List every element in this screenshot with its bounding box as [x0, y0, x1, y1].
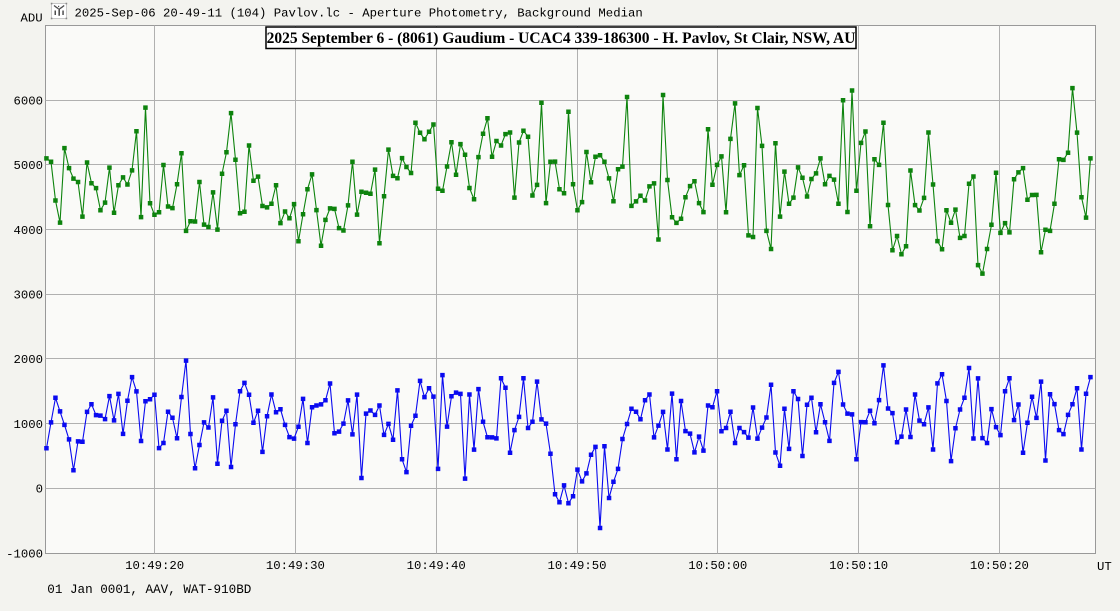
- svg-text:4000: 4000: [13, 224, 43, 238]
- svg-text:ADU: ADU: [21, 12, 43, 26]
- svg-text:-1000: -1000: [6, 547, 43, 561]
- svg-text:2025-Sep-06 20-49-11 (104) Pav: 2025-Sep-06 20-49-11 (104) Pavlov.lc - A…: [75, 7, 643, 21]
- svg-text:10:49:30: 10:49:30: [266, 559, 325, 573]
- svg-text:10:49:20: 10:49:20: [125, 559, 184, 573]
- svg-text:UT: UT: [1097, 560, 1112, 574]
- svg-text:2025 September 6 - (8061) Gaud: 2025 September 6 - (8061) Gaudium - UCAC…: [267, 30, 856, 47]
- svg-text:10:50:00: 10:50:00: [688, 559, 747, 573]
- svg-text:0: 0: [36, 483, 43, 497]
- svg-text:01 Jan 0001, AAV, WAT-910BD: 01 Jan 0001, AAV, WAT-910BD: [47, 583, 251, 597]
- svg-text:10:49:50: 10:49:50: [547, 559, 606, 573]
- svg-text:10:49:40: 10:49:40: [407, 559, 466, 573]
- svg-text:6000: 6000: [13, 95, 43, 109]
- svg-text:10:50:10: 10:50:10: [829, 559, 888, 573]
- svg-text:10:50:20: 10:50:20: [970, 559, 1029, 573]
- svg-text:5000: 5000: [13, 159, 43, 173]
- svg-text:2000: 2000: [13, 353, 43, 367]
- svg-text:1000: 1000: [13, 418, 43, 432]
- svg-text:3000: 3000: [13, 289, 43, 303]
